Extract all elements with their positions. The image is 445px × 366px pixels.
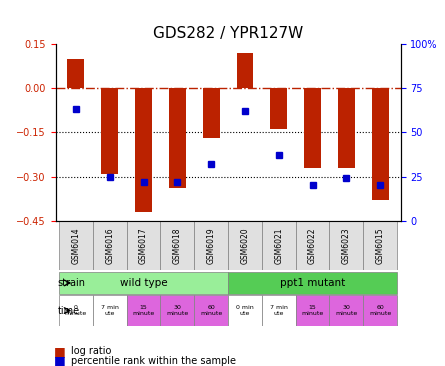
FancyBboxPatch shape [194, 221, 228, 270]
Text: GSM6021: GSM6021 [274, 227, 283, 264]
Bar [338, 88, 355, 168]
Text: wild type: wild type [120, 278, 167, 288]
Text: ppt1 mutant: ppt1 mutant [280, 278, 345, 288]
FancyBboxPatch shape [59, 221, 93, 270]
FancyBboxPatch shape [329, 295, 363, 326]
Bar [236, 53, 253, 88]
FancyBboxPatch shape [295, 221, 329, 270]
FancyBboxPatch shape [93, 221, 127, 270]
FancyBboxPatch shape [228, 295, 262, 326]
Bar [304, 88, 321, 168]
FancyBboxPatch shape [127, 221, 161, 270]
FancyBboxPatch shape [262, 221, 295, 270]
Text: GSM6023: GSM6023 [342, 227, 351, 264]
Text: 0
minute: 0 minute [65, 305, 87, 316]
Text: GSM6020: GSM6020 [240, 227, 250, 264]
Text: GSM6016: GSM6016 [105, 227, 114, 264]
FancyBboxPatch shape [228, 221, 262, 270]
Bar [169, 88, 186, 188]
Text: GSM6018: GSM6018 [173, 227, 182, 264]
Bar [270, 88, 287, 130]
FancyBboxPatch shape [363, 295, 397, 326]
FancyBboxPatch shape [329, 221, 363, 270]
Text: GSM6022: GSM6022 [308, 227, 317, 264]
Text: 7 min
ute: 7 min ute [101, 305, 119, 316]
FancyBboxPatch shape [262, 295, 295, 326]
FancyBboxPatch shape [161, 221, 194, 270]
Text: 15
minute: 15 minute [301, 305, 324, 316]
FancyBboxPatch shape [59, 272, 228, 294]
Text: ■: ■ [53, 354, 65, 366]
Bar [372, 88, 388, 200]
Text: GSM6019: GSM6019 [206, 227, 216, 264]
Text: 7 min
ute: 7 min ute [270, 305, 288, 316]
Text: time: time [57, 306, 80, 315]
Text: log ratio: log ratio [71, 346, 112, 356]
Bar [135, 88, 152, 212]
Text: 0 min
ute: 0 min ute [236, 305, 254, 316]
Bar [68, 59, 85, 88]
Text: GSM6017: GSM6017 [139, 227, 148, 264]
Title: GDS282 / YPR127W: GDS282 / YPR127W [153, 26, 303, 41]
FancyBboxPatch shape [93, 295, 127, 326]
Text: ■: ■ [53, 345, 65, 358]
FancyBboxPatch shape [127, 295, 161, 326]
FancyBboxPatch shape [59, 295, 93, 326]
Text: strain: strain [57, 278, 85, 288]
Bar [203, 88, 220, 138]
Text: GSM6014: GSM6014 [71, 227, 81, 264]
FancyBboxPatch shape [161, 295, 194, 326]
FancyBboxPatch shape [295, 295, 329, 326]
Bar [101, 88, 118, 173]
Text: 15
minute: 15 minute [133, 305, 155, 316]
FancyBboxPatch shape [363, 221, 397, 270]
Text: 60
minute: 60 minute [369, 305, 391, 316]
Text: GSM6015: GSM6015 [376, 227, 385, 264]
Text: percentile rank within the sample: percentile rank within the sample [71, 355, 236, 366]
FancyBboxPatch shape [228, 272, 397, 294]
Text: 30
minute: 30 minute [335, 305, 357, 316]
Text: 60
minute: 60 minute [200, 305, 222, 316]
Text: 30
minute: 30 minute [166, 305, 189, 316]
FancyBboxPatch shape [194, 295, 228, 326]
